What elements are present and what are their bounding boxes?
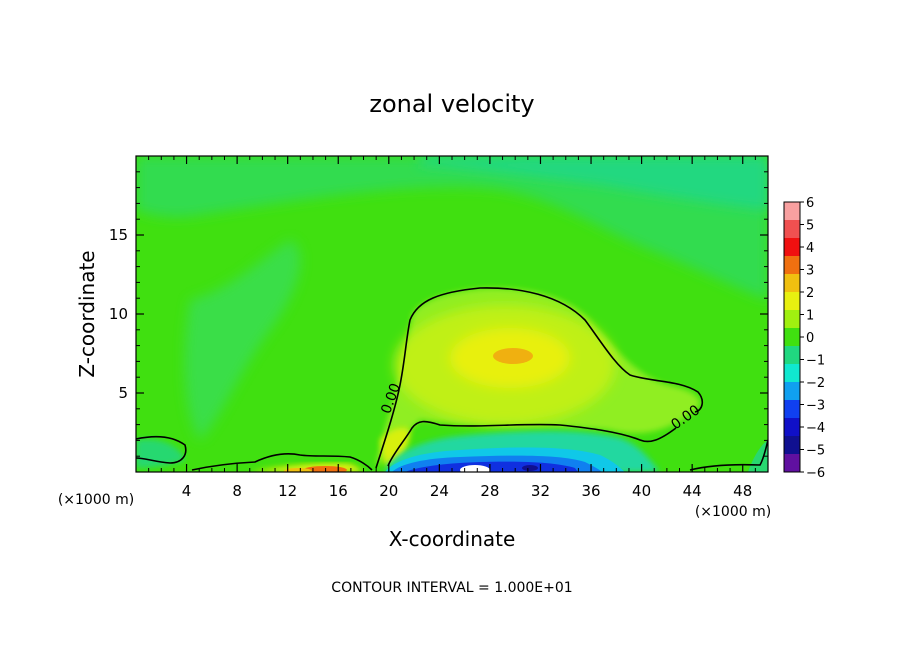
colorbar-swatch (784, 238, 800, 257)
x-tick-label: 40 (632, 482, 651, 500)
x-tick-label: 16 (329, 482, 348, 500)
colorbar-label: 4 (806, 241, 814, 256)
y-tick-label: 15 (109, 226, 128, 244)
colorbar-label: 1 (806, 309, 814, 324)
colorbar-swatch (784, 220, 800, 239)
colorbar-label: −5 (806, 444, 825, 459)
colorbar-swatch (784, 400, 800, 419)
x-tick-label: 4 (182, 482, 192, 500)
colorbar-swatch (784, 202, 800, 221)
y-tick-label: 5 (118, 384, 128, 402)
colorbar-label: −4 (806, 421, 825, 436)
colorbar-swatch (784, 418, 800, 437)
colorbar-label: −2 (806, 376, 825, 391)
colorbar-swatch (784, 382, 800, 401)
y-tick-label: 10 (109, 305, 128, 323)
x-tick-label: 48 (733, 482, 752, 500)
colorbar-label: −3 (806, 399, 825, 414)
colorbar-swatch (784, 454, 800, 473)
colorbar-swatch (784, 310, 800, 329)
x-axis-label: X-coordinate (389, 527, 516, 551)
colorbar-label: 3 (806, 264, 814, 279)
colorbar-swatch (784, 364, 800, 383)
x-unit-left: (×1000 m) (58, 492, 134, 508)
colorbar-label: 0 (806, 331, 814, 346)
colorbar-swatch (784, 274, 800, 293)
y-axis-label: Z-coordinate (75, 250, 99, 377)
velocity-field (136, 156, 768, 472)
x-tick-label: 8 (232, 482, 242, 500)
x-tick-label: 12 (278, 482, 297, 500)
x-unit-right: (×1000 m) (695, 504, 771, 520)
x-tick-label: 44 (683, 482, 702, 500)
x-tick-label: 28 (480, 482, 499, 500)
colorbar-swatch (784, 346, 800, 365)
x-tick-label: 32 (531, 482, 550, 500)
colorbar: 6 5 4 3 2 1 0 −1 −2 −3 −4 −5 −6 (783, 196, 825, 481)
x-tick-label: 24 (430, 482, 449, 500)
y-axis-ticks: 5 10 15 (109, 171, 768, 457)
x-axis-ticks: 4 8 12 16 20 24 28 32 36 40 44 48 (148, 156, 756, 500)
colorbar-label: −1 (806, 354, 825, 369)
chart-title: zonal velocity (369, 90, 534, 118)
colorbar-swatch (784, 256, 800, 275)
x-tick-label: 20 (379, 482, 398, 500)
x-tick-label: 36 (581, 482, 600, 500)
colorbar-swatch (784, 328, 800, 347)
colorbar-label: 5 (806, 219, 814, 234)
colorbar-label: 2 (806, 286, 814, 301)
colorbar-label: 6 (806, 196, 814, 211)
zero-contours (136, 287, 768, 471)
colorbar-swatch (784, 292, 800, 311)
colorbar-label: −6 (806, 466, 825, 481)
colorbar-swatch (784, 436, 800, 455)
contour-interval-text: CONTOUR INTERVAL = 1.000E+01 (331, 580, 572, 596)
